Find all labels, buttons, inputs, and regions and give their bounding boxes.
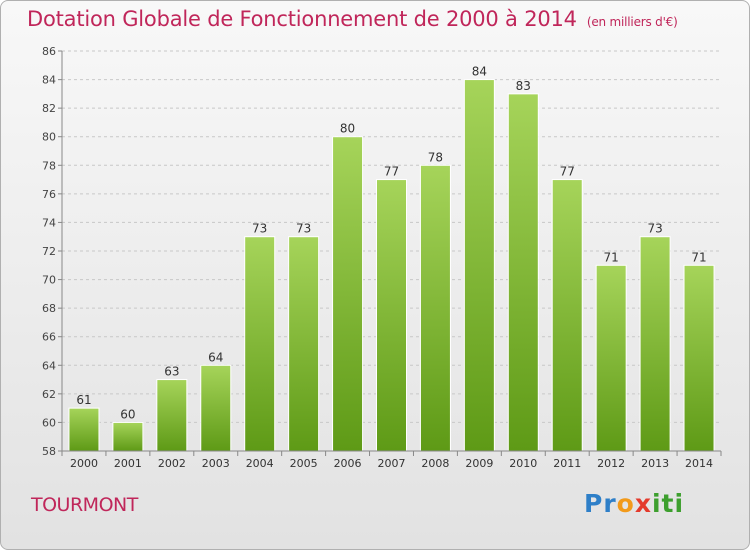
y-tick-label: 86 [42,45,56,58]
data-label-2007: 77 [384,165,399,179]
x-tick-label-2003: 2003 [202,457,230,470]
bar-2004 [244,236,276,452]
bar-2001 [112,421,144,452]
data-label-2006: 80 [340,122,355,136]
data-label-2011: 77 [560,165,575,179]
data-label-2003: 64 [208,350,223,364]
bar-2005 [288,236,320,452]
data-label-2012: 71 [604,250,619,264]
y-tick-label: 60 [42,416,56,429]
data-label-2002: 63 [164,365,179,379]
x-tick-label-2001: 2001 [114,457,142,470]
logo-part-3: x [634,489,652,518]
bar-2011 [551,179,583,452]
bar-2010 [507,93,539,452]
y-tick-label: 64 [42,359,56,372]
y-tick-label: 62 [42,388,56,401]
y-tick-label: 58 [42,445,56,458]
logo-part-1: Pr [584,489,617,518]
data-label-2013: 73 [647,222,662,236]
y-tick-label: 76 [42,188,56,201]
bar-2003 [200,364,232,452]
x-tick-label-2007: 2007 [378,457,406,470]
y-tick-label: 80 [42,131,56,144]
data-label-2010: 83 [516,79,531,93]
data-label-2014: 71 [691,250,706,264]
x-tick-label-2005: 2005 [290,457,318,470]
bar-2013 [639,236,671,452]
x-tick-label-2006: 2006 [334,457,362,470]
chart-title: Dotation Globale de Fonctionnement de 20… [27,7,678,31]
data-label-2001: 60 [120,407,135,421]
data-label-2005: 73 [296,222,311,236]
commune-name: TOURMONT [31,494,138,516]
bar-2012 [595,264,627,452]
bar-layer: 61 60 63 64 73 73 80 77 78 84 83 77 71 73 71 [68,65,715,452]
y-tick-label: 66 [42,331,56,344]
y-tick-label: 74 [42,216,56,229]
x-tick-label-2002: 2002 [158,457,186,470]
x-tick-label-2010: 2010 [509,457,537,470]
chart-title-text: Dotation Globale de Fonctionnement de 20… [27,7,577,31]
bar-2007 [376,179,407,452]
bar-2006 [332,136,364,452]
logo-part-2: o [616,489,635,518]
logo-part-4: iti [651,489,685,518]
data-label-2000: 61 [76,393,91,407]
bar-2000 [68,407,100,452]
bar-2009 [463,79,495,452]
proxiti-logo[interactable]: Proxiti [584,489,684,518]
x-tick-label-2012: 2012 [597,457,625,470]
x-tick-label-2013: 2013 [641,457,669,470]
bar-2002 [156,379,188,452]
y-tick-label: 70 [42,274,56,287]
y-tick-label: 84 [42,74,56,87]
x-tick-label-2004: 2004 [246,457,274,470]
data-label-2008: 78 [428,150,443,164]
data-label-2004: 73 [252,222,267,236]
x-tick-label-2014: 2014 [685,457,713,470]
y-tick-label: 78 [42,159,56,172]
y-tick-label: 72 [42,245,56,258]
bar-2008 [419,164,451,452]
chart-unit: (en milliers d'€) [586,15,678,29]
x-tick-label-2009: 2009 [465,457,493,470]
bar-2014 [683,264,715,452]
x-tick-label-2011: 2011 [553,457,581,470]
x-tick-label-2000: 2000 [70,457,98,470]
data-label-2009: 84 [472,65,487,79]
y-tick-label: 68 [42,302,56,315]
axis-layer: 58 60 62 64 66 68 70 72 74 76 78 80 82 84 86 2000 2001 20… [42,45,722,470]
x-tick-label-2008: 2008 [421,457,449,470]
y-tick-label: 82 [42,102,56,115]
